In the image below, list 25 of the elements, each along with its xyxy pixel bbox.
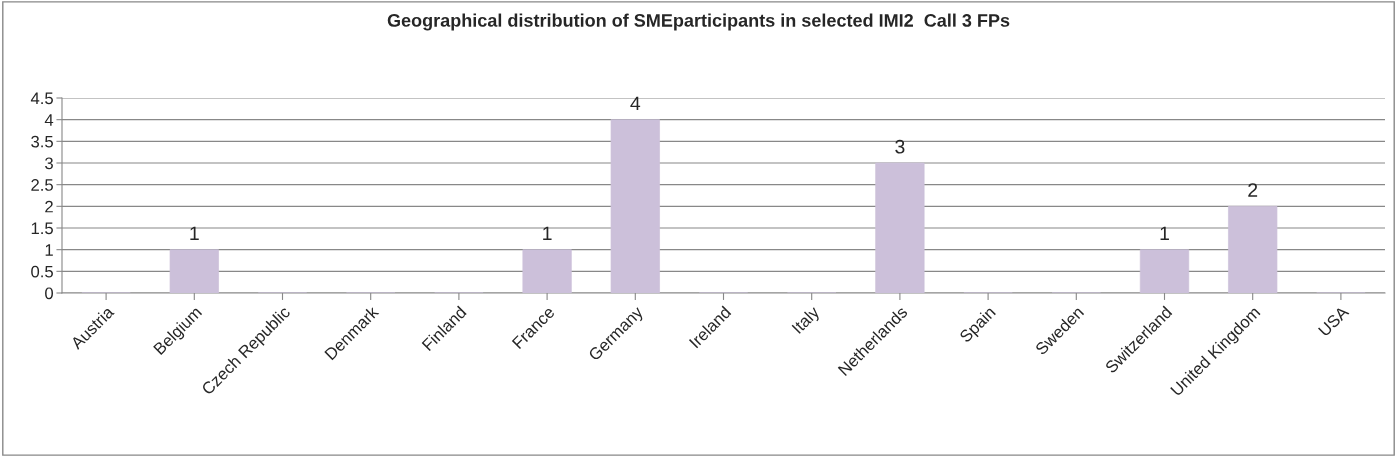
- chart-title: Geographical distribution of SMEparticipants in selected IMI2 Call 3 FPs: [387, 13, 1010, 31]
- bar: [875, 162, 925, 293]
- y-tick-label: 4: [44, 114, 54, 126]
- y-tick-label: 0.5: [31, 265, 53, 278]
- y-tick-label: 2.5: [31, 179, 53, 191]
- y-tick-label: 4.5: [30, 92, 53, 105]
- y-tick-label: 1: [45, 244, 53, 256]
- x-tick-label: Italy: [791, 304, 823, 337]
- y-tick-label: 2: [45, 200, 53, 213]
- y-tick-label: 3.5: [31, 135, 53, 148]
- y-tick-label: 0: [45, 287, 54, 300]
- bar: [610, 119, 660, 293]
- y-tick-label: 3: [45, 157, 53, 170]
- x-tick-label: USA: [1317, 305, 1350, 337]
- bar: [522, 249, 572, 293]
- data-label: 1: [1160, 226, 1169, 241]
- data-label: 1: [190, 226, 199, 241]
- data-label: 1: [543, 226, 552, 241]
- data-label: 2: [1248, 183, 1258, 197]
- bar: [169, 249, 219, 293]
- bar: [1228, 205, 1278, 293]
- y-tick-label: 1.5: [31, 222, 53, 235]
- data-label: 3: [895, 139, 905, 154]
- data-label: 4: [630, 96, 641, 111]
- bar: [1139, 249, 1190, 293]
